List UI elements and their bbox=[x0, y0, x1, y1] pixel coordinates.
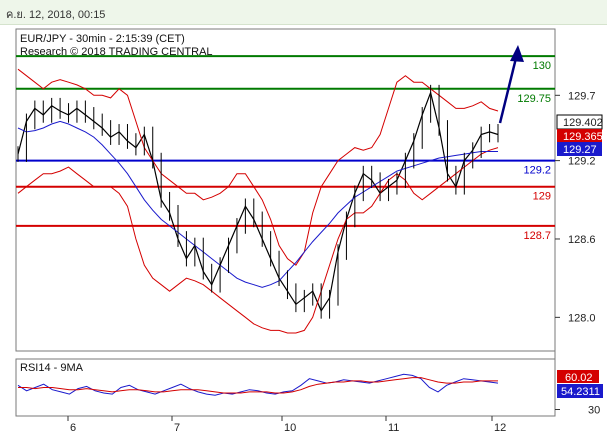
level-label: 129.2 bbox=[523, 165, 551, 177]
level-label: 129 bbox=[533, 191, 551, 203]
y-tick-label: 128.6 bbox=[568, 234, 596, 246]
ma-price-label: 129.27 bbox=[563, 144, 597, 156]
level-label: 129.75 bbox=[517, 93, 551, 105]
y-tick-label: 129.2 bbox=[568, 156, 596, 168]
forecast-arrow bbox=[498, 57, 518, 124]
x-tick-label: 12 bbox=[494, 422, 506, 434]
price-panel bbox=[15, 28, 556, 352]
rsi-y-tick-label: 30 bbox=[588, 405, 600, 417]
secondary-price-box bbox=[557, 129, 602, 142]
last-price-label: 129.402 bbox=[563, 117, 603, 129]
x-tick-label: 6 bbox=[70, 422, 76, 434]
bollinger-band-line bbox=[17, 68, 499, 266]
ma-price-box bbox=[557, 142, 602, 156]
rsi-panel bbox=[15, 358, 556, 417]
rsi-ma-line bbox=[18, 377, 498, 394]
rsi-title: RSI14 - 9MA bbox=[20, 362, 84, 374]
rsi-value-label: 54.2311 bbox=[561, 386, 600, 398]
chart-title: EUR/JPY - 30min - 2:15:39 (CET) bbox=[20, 33, 185, 45]
level-label: 128.7 bbox=[523, 230, 551, 242]
rsi-value-box bbox=[557, 384, 603, 398]
x-tick-label: 10 bbox=[284, 422, 296, 434]
rsi-ma-label: 60.02 bbox=[565, 372, 593, 384]
price-line bbox=[17, 90, 499, 313]
moving-average-line bbox=[17, 120, 498, 288]
secondary-price-label: 129.365 bbox=[563, 131, 603, 143]
bollinger-band-line bbox=[17, 147, 499, 334]
x-tick-label: 11 bbox=[388, 422, 399, 434]
forecast-arrow-head bbox=[510, 45, 524, 62]
level-label: 130 bbox=[533, 60, 551, 72]
chart-subtitle: Research © 2018 TRADING CENTRAL bbox=[20, 46, 213, 58]
timestamp: ค.ย. 12, 2018, 00:15 bbox=[6, 9, 106, 21]
y-tick-label: 128.0 bbox=[568, 312, 596, 324]
y-tick-label: 129.7 bbox=[568, 90, 596, 102]
x-tick-label: 7 bbox=[174, 422, 180, 434]
rsi-ma-box bbox=[557, 370, 599, 383]
top-bar: ค.ย. 12, 2018, 00:15 bbox=[0, 0, 607, 25]
